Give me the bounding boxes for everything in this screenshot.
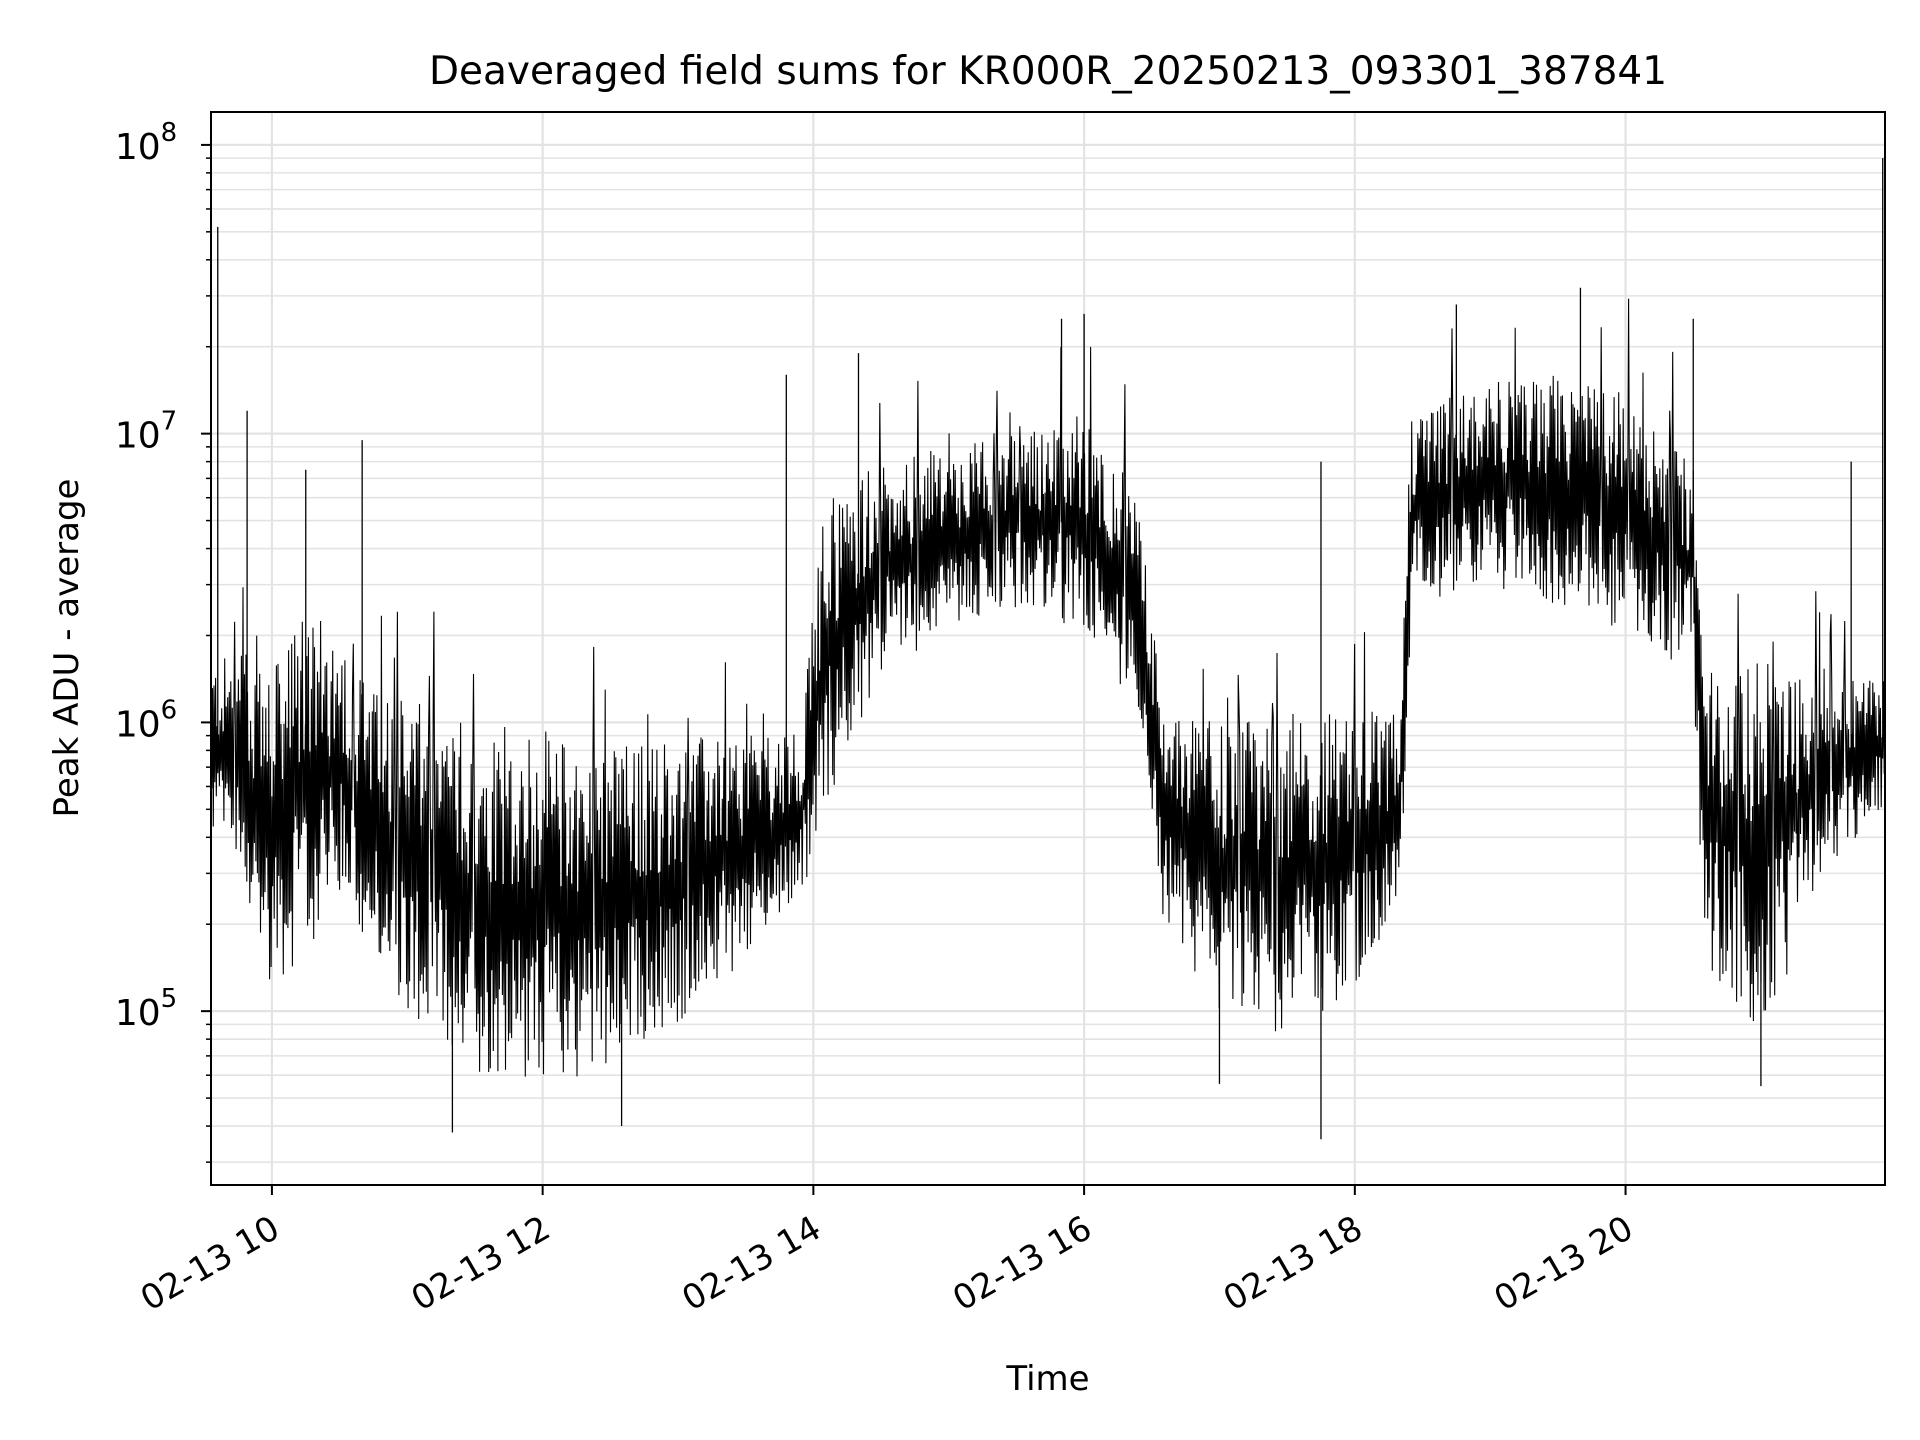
y-axis-label: Peak ADU - average [47, 479, 87, 818]
y-tick-label: 107 [115, 407, 177, 457]
y-axis-ticks: 105 106 107 108 [115, 118, 211, 1163]
chart-title: Deaveraged field sums for KR000R_2025021… [429, 49, 1667, 94]
plot-frame [210, 111, 1886, 1186]
x-axis-label: Time [1005, 1359, 1089, 1399]
y-tick-label: 105 [115, 984, 177, 1034]
y-tick-label: 106 [115, 695, 177, 745]
y-tick-label: 108 [115, 118, 177, 168]
data-series [210, 158, 1886, 1140]
series-line [210, 298, 1886, 1077]
